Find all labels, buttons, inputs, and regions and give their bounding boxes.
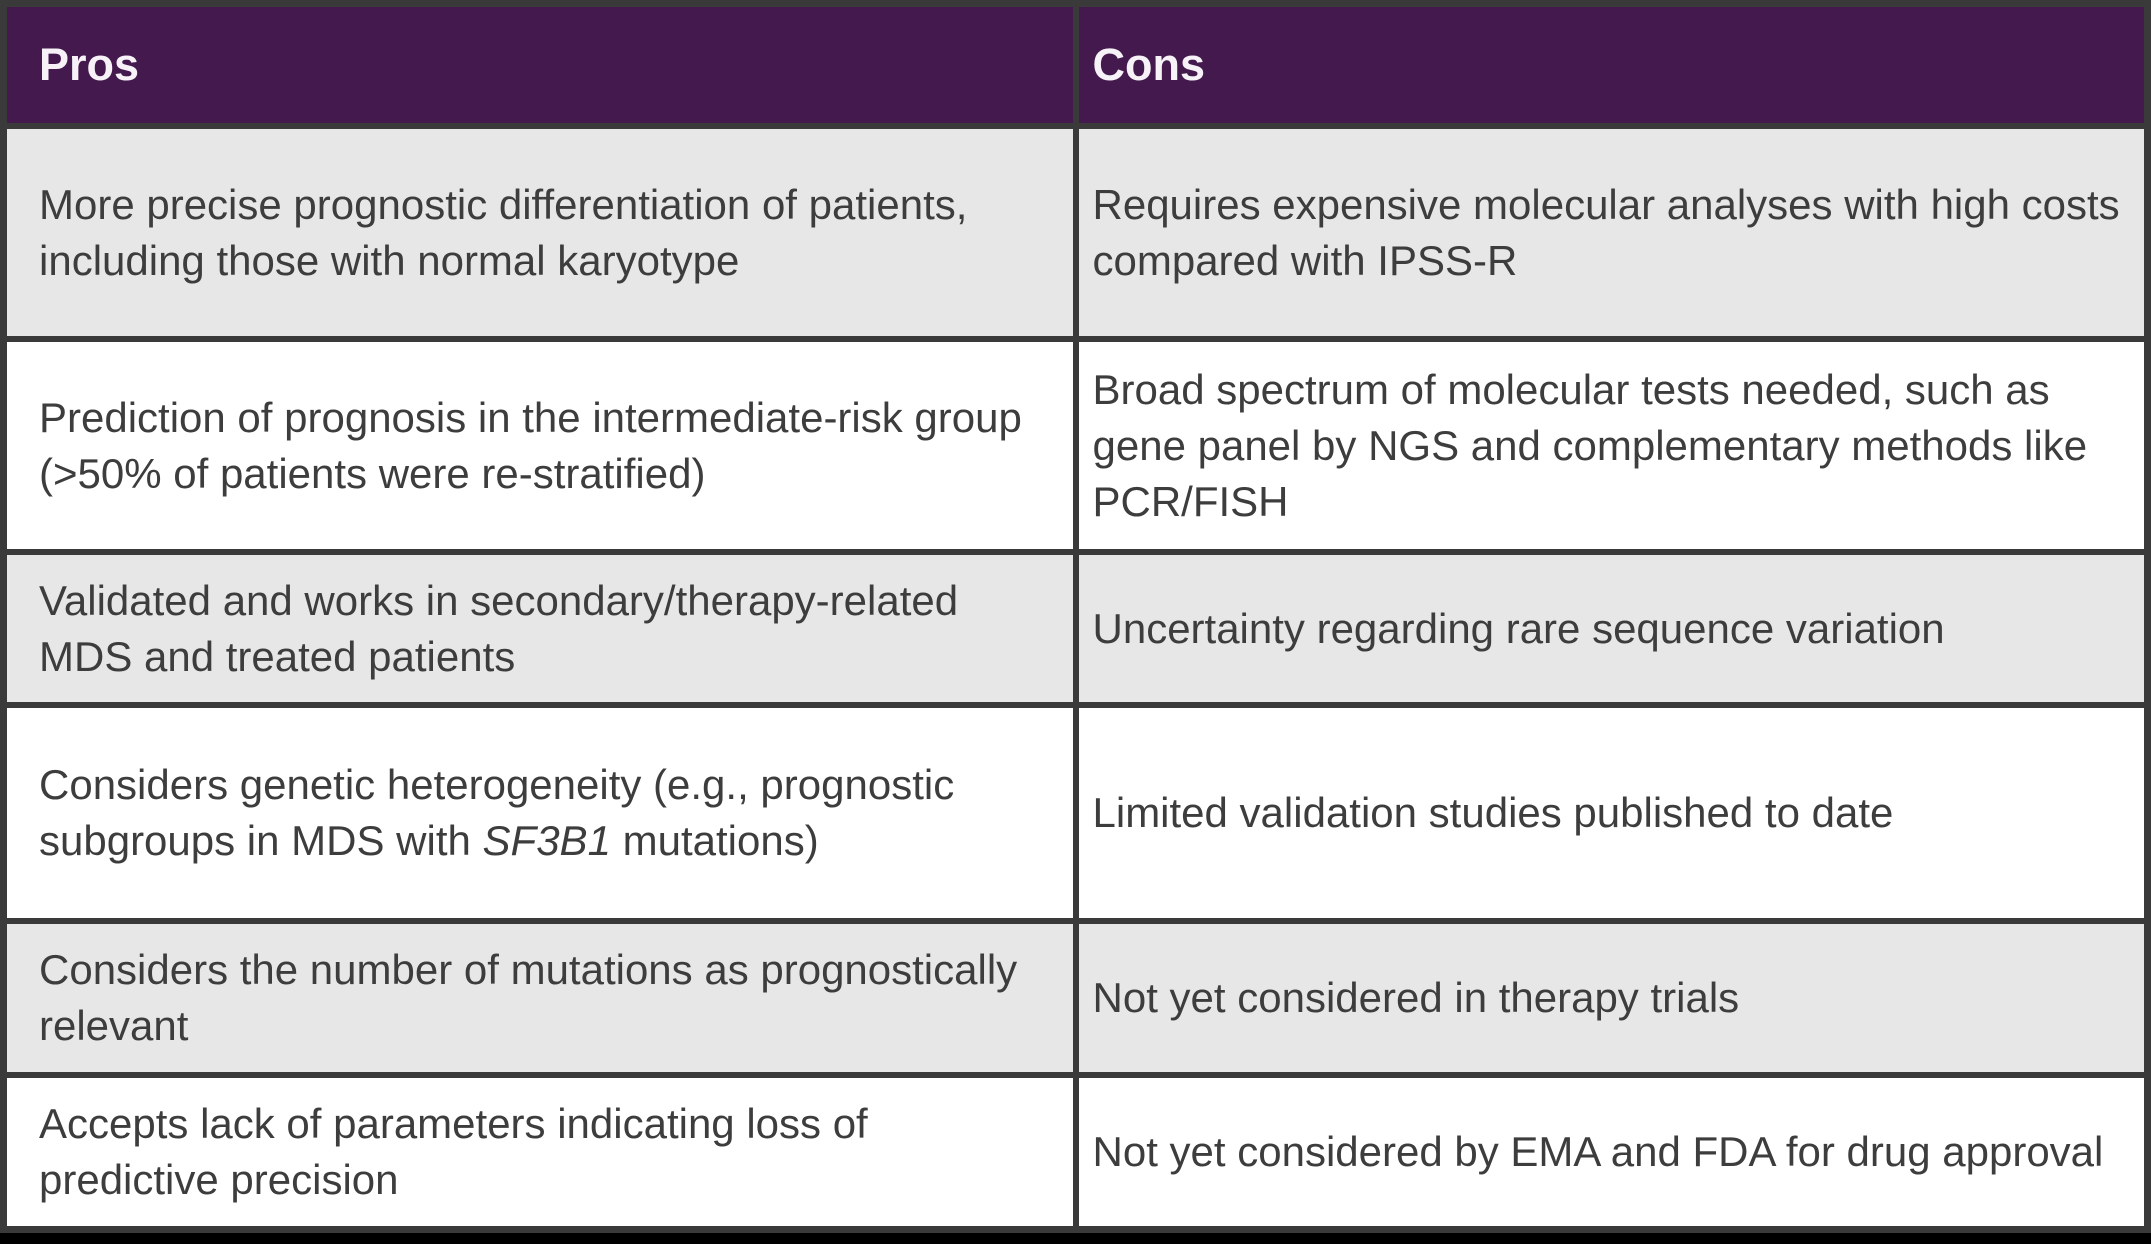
pros-text-row1: More precise prognostic differentiation …	[39, 180, 968, 284]
cons-text-row2: Broad spectrum of molecular tests needed…	[1092, 365, 2088, 525]
pros-text-row4-prefix: Considers genetic heterogeneity (e.g., p…	[39, 761, 955, 864]
pros-text-row6: Accepts lack of parameters indicating lo…	[39, 1100, 868, 1203]
pros-cell-row5: Considers the number of mutations as pro…	[7, 924, 1073, 1072]
pros-cell-row4: Considers genetic heterogeneity (e.g., p…	[7, 708, 1073, 918]
cons-cell-row5: Not yet considered in therapy trials	[1078, 924, 2144, 1072]
gene-name-sf3b1: SF3B1	[482, 817, 611, 864]
pros-header-label: Pros	[39, 39, 140, 90]
pros-cell-row2: Prediction of prognosis in the intermedi…	[7, 342, 1073, 549]
pros-cell-row3: Validated and works in secondary/therapy…	[7, 555, 1073, 702]
pros-cell-row1: More precise prognostic differentiation …	[7, 129, 1073, 336]
cons-cell-row2: Broad spectrum of molecular tests needed…	[1078, 342, 2144, 549]
cons-header-label: Cons	[1092, 39, 1206, 90]
pros-column-header: Pros	[7, 7, 1073, 123]
cons-text-row4: Limited validation studies published to …	[1092, 789, 1894, 836]
cons-cell-row3: Uncertainty regarding rare sequence vari…	[1078, 555, 2144, 702]
pros-text-row2: Prediction of prognosis in the intermedi…	[39, 393, 1022, 497]
pros-text-row4: Considers genetic heterogeneity (e.g., p…	[39, 757, 1049, 869]
cons-text-row1: Requires expensive molecular analyses wi…	[1092, 180, 2120, 284]
cons-text-row6: Not yet considered by EMA and FDA for dr…	[1092, 1128, 2104, 1175]
cons-column-header: Cons	[1078, 7, 2144, 123]
pros-text-row3: Validated and works in secondary/therapy…	[39, 576, 959, 680]
cons-cell-row4: Limited validation studies published to …	[1078, 708, 2144, 918]
cons-cell-row1: Requires expensive molecular analyses wi…	[1078, 129, 2144, 336]
pros-text-row4-suffix: mutations)	[610, 817, 819, 864]
pros-cell-row6: Accepts lack of parameters indicating lo…	[7, 1078, 1073, 1226]
cons-cell-row6: Not yet considered by EMA and FDA for dr…	[1078, 1078, 2144, 1226]
cons-text-row5: Not yet considered in therapy trials	[1092, 974, 1740, 1021]
pros-text-row5: Considers the number of mutations as pro…	[39, 946, 1018, 1049]
cons-text-row3: Uncertainty regarding rare sequence vari…	[1092, 604, 1945, 652]
